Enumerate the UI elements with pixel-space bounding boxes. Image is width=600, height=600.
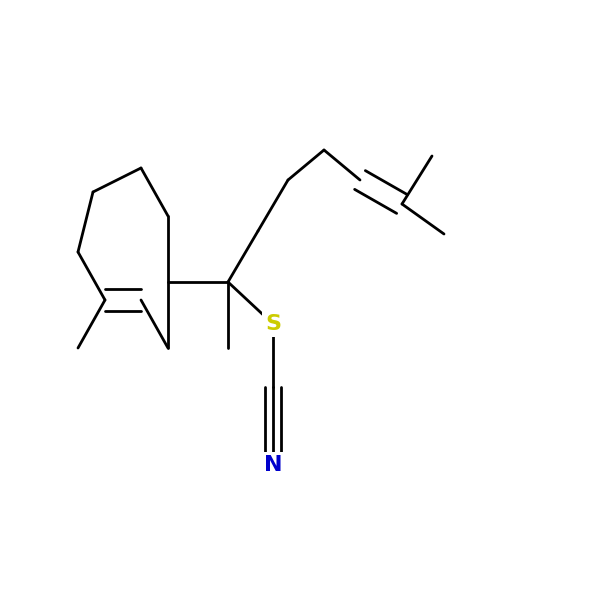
Text: S: S — [265, 314, 281, 334]
Text: N: N — [264, 455, 282, 475]
